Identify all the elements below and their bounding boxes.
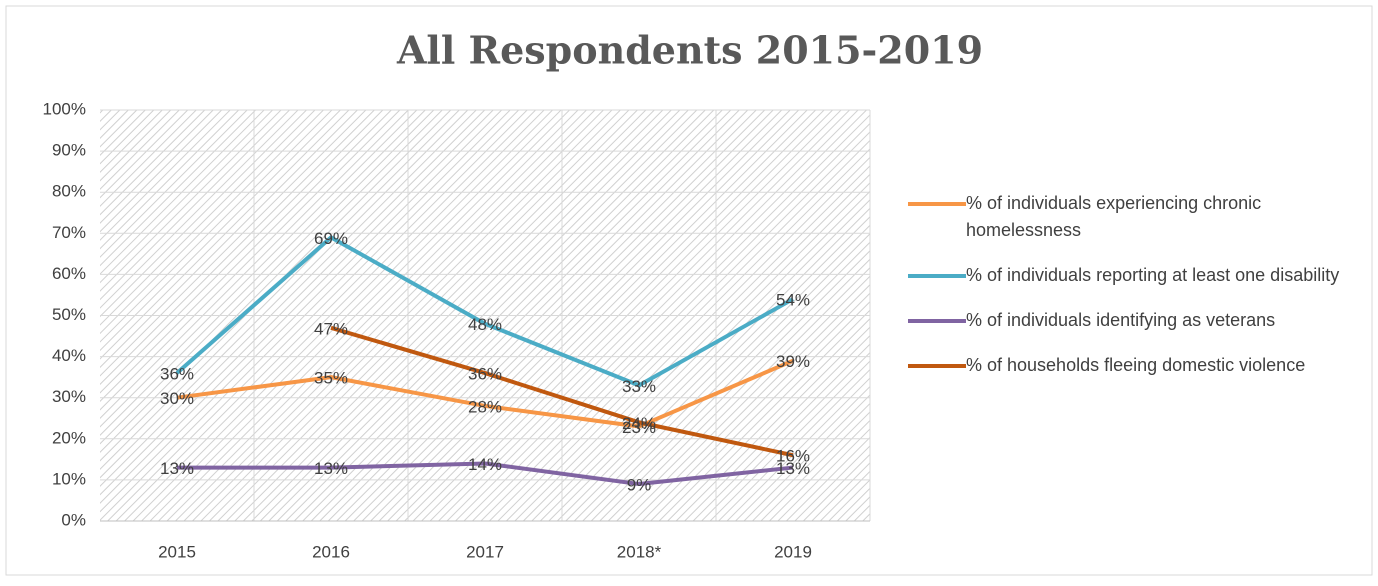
x-tick-label: 2015	[158, 542, 196, 561]
legend-swatch	[908, 319, 966, 323]
y-tick-label: 40%	[52, 346, 86, 365]
y-tick-label: 50%	[52, 305, 86, 324]
data-label: 39%	[776, 352, 810, 371]
series-line	[175, 235, 794, 388]
legend-label: % of households fleeing domestic violenc…	[966, 355, 1306, 375]
y-tick-label: 0%	[61, 510, 86, 529]
legend-item: % of individuals reporting at least one …	[908, 262, 1358, 289]
series-line	[177, 461, 794, 487]
y-tick-label: 60%	[52, 264, 86, 283]
y-tick-label: 20%	[52, 428, 86, 447]
x-tick-label: 2017	[466, 542, 504, 561]
legend-item: % of households fleeing domestic violenc…	[908, 352, 1358, 379]
chart-title: All Respondents 2015-2019	[396, 28, 983, 73]
legend-label: % of individuals experiencing chronic ho…	[966, 193, 1262, 240]
data-label: 13%	[776, 459, 810, 478]
legend-item: % of individuals experiencing chronic ho…	[908, 190, 1358, 244]
legend-swatch	[908, 202, 966, 206]
data-label: 48%	[468, 315, 502, 334]
x-tick-label: 2016	[312, 542, 350, 561]
data-label: 69%	[314, 229, 348, 248]
x-tick-label: 2019	[774, 542, 812, 561]
legend-swatch	[908, 274, 966, 278]
legend-item: % of individuals identifying as veterans	[908, 307, 1358, 334]
series-line	[176, 358, 794, 429]
y-tick-label: 100%	[43, 99, 86, 118]
data-label: 16%	[776, 447, 810, 466]
y-tick-label: 80%	[52, 182, 86, 201]
legend-label: % of individuals identifying as veterans	[966, 310, 1276, 330]
data-label: 36%	[468, 365, 502, 384]
data-label: 30%	[160, 389, 194, 408]
data-label: 13%	[314, 459, 348, 478]
y-tick-label: 90%	[52, 141, 86, 160]
y-tick-label: 70%	[52, 223, 86, 242]
data-label: 47%	[314, 319, 348, 338]
series-line	[330, 325, 794, 458]
legend-label: % of individuals reporting at least one …	[966, 265, 1340, 285]
y-tick-label: 30%	[52, 387, 86, 406]
data-label: 23%	[622, 418, 656, 437]
data-label: 13%	[160, 459, 194, 478]
data-label: 24%	[622, 414, 656, 433]
y-tick-label: 10%	[52, 469, 86, 488]
legend-swatch	[908, 364, 966, 368]
data-label: 36%	[160, 365, 194, 384]
data-label: 33%	[622, 377, 656, 396]
data-label: 14%	[468, 455, 502, 474]
data-label: 54%	[776, 291, 810, 310]
data-label: 35%	[314, 369, 348, 388]
legend: % of individuals experiencing chronic ho…	[908, 190, 1358, 397]
data-label: 28%	[468, 397, 502, 416]
x-tick-label: 2018*	[617, 542, 662, 561]
data-label: 9%	[627, 475, 652, 494]
